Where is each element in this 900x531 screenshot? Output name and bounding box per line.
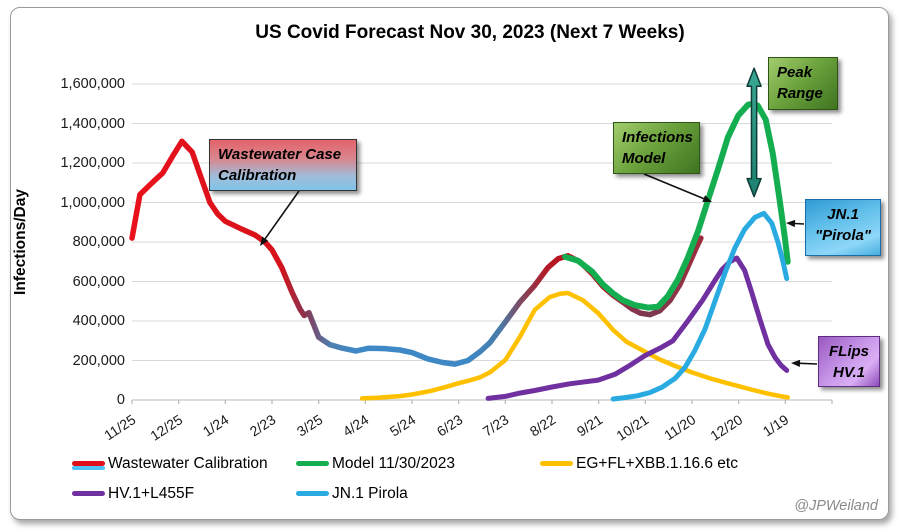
watermark: @JPWeiland xyxy=(794,498,878,514)
annotation-line: JN.1 xyxy=(827,206,859,223)
legend-label: JN.1 Pirola xyxy=(332,485,408,502)
annotation-infections-model: Infections Model xyxy=(613,122,700,174)
legend-label: Model 11/30/2023 xyxy=(332,455,455,472)
pointer-jn1 xyxy=(794,222,805,225)
y-tick-label: 400,000 xyxy=(72,313,125,329)
y-tick-label: 600,000 xyxy=(72,273,125,290)
annotation-line: FLips xyxy=(829,343,869,360)
pointer-flips-head xyxy=(791,359,801,367)
annotation-jn1-pirola: JN.1 "Pirola" xyxy=(805,199,881,256)
annotation-flips-hv1: FLips HV.1 xyxy=(818,336,880,387)
pointer-infections-model-head xyxy=(702,195,712,202)
annotation-line: HV.1 xyxy=(833,364,865,381)
y-tick-label: 200,000 xyxy=(72,352,125,369)
pointer-flips xyxy=(799,362,818,365)
chart-title: US Covid Forecast Nov 30, 2023 (Next 7 W… xyxy=(255,22,685,43)
legend-swatch-bar xyxy=(296,461,329,466)
y-tick-label: 1,200,000 xyxy=(60,155,125,171)
pointer-wastewater xyxy=(264,190,300,240)
legend-label: EG+FL+XBB.1.16.6 etc xyxy=(576,455,738,472)
annotation-line: Infections xyxy=(622,129,693,146)
pointer-jn1-head xyxy=(786,219,796,228)
annotation-line: Model xyxy=(622,150,666,167)
legend-label: Wastewater Calibration xyxy=(108,455,268,472)
legend-swatch-bar xyxy=(72,491,105,496)
peak-range-arrow xyxy=(746,67,762,198)
annotation-line: "Pirola" xyxy=(815,227,871,244)
legend-swatch xyxy=(296,491,329,496)
legend-swatch xyxy=(296,461,329,466)
annotation-line: Wastewater Case xyxy=(218,146,342,163)
series-model xyxy=(562,100,791,311)
y-tick-label: 800,000 xyxy=(72,234,125,250)
legend-swatch xyxy=(540,461,573,466)
series-hv1-l455f xyxy=(485,255,790,401)
series-jn1-pirola xyxy=(610,210,790,402)
series-eg-fl-xbb xyxy=(359,290,790,401)
legend-swatch-bar xyxy=(540,461,573,466)
legend-swatch-bar xyxy=(72,465,105,470)
annotation-line: Peak xyxy=(777,64,813,81)
y-tick-label: 1,600,000 xyxy=(60,76,125,92)
y-tick-label: 0 xyxy=(116,392,125,408)
annotation-peak-range: Peak Range xyxy=(768,57,838,110)
annotation-wastewater-calibration: Wastewater Case Calibration xyxy=(209,139,357,191)
pointer-infections-model xyxy=(643,173,704,200)
pointer-wastewater-head xyxy=(260,236,269,246)
legend-swatch xyxy=(72,491,105,496)
annotation-line: Calibration xyxy=(218,167,297,184)
annotation-line: Range xyxy=(777,85,823,102)
legend-swatch xyxy=(72,461,105,470)
legend-swatch-bar xyxy=(296,491,329,496)
legend-swatch-bar xyxy=(72,461,105,466)
legend-label: HV.1+L455F xyxy=(108,485,195,502)
y-tick-label: 1,400,000 xyxy=(60,115,125,132)
y-tick-label: 1,000,000 xyxy=(60,194,125,211)
